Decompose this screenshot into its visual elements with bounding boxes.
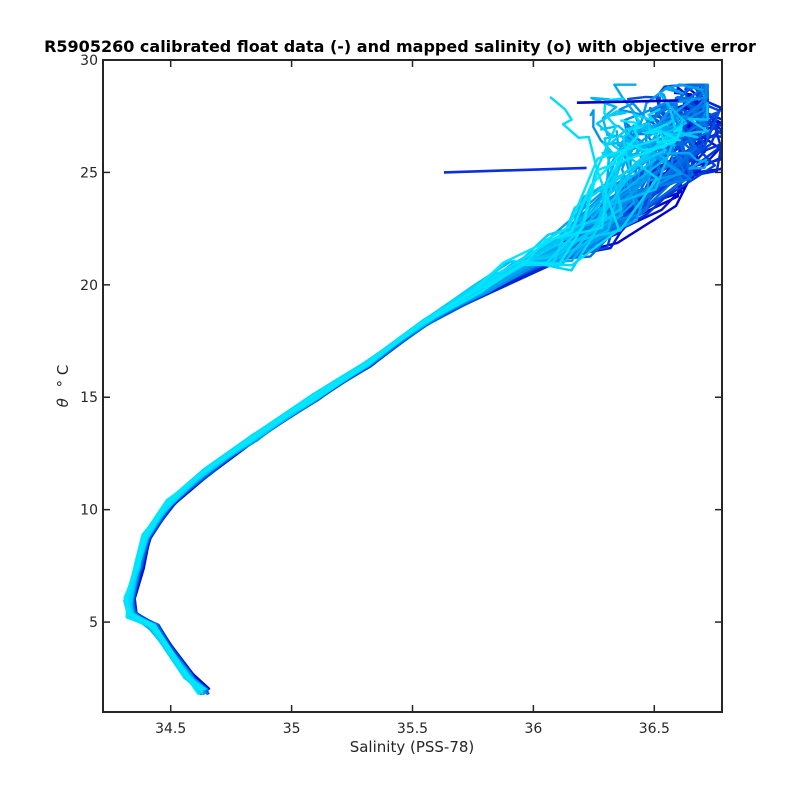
y-tick-label: 15 bbox=[80, 390, 98, 406]
y-axis-label-unit: ° C bbox=[54, 365, 72, 388]
outlier-profile-segment bbox=[576, 99, 679, 105]
x-tick-label: 35.5 bbox=[397, 721, 428, 737]
svg-text:θ ° C: θ ° C bbox=[54, 365, 72, 408]
y-tick-label: 30 bbox=[80, 53, 98, 69]
y-axis-label-symbol: θ bbox=[54, 398, 72, 407]
x-tick-label: 35 bbox=[283, 721, 301, 737]
plot-area bbox=[102, 59, 723, 713]
x-axis-label: Salinity (PSS-78) bbox=[350, 738, 475, 756]
profile-line bbox=[123, 119, 641, 691]
y-axis: 5 10 15 20 25 30 bbox=[80, 53, 722, 631]
y-tick-label: 10 bbox=[80, 503, 98, 519]
chart-title: R5905260 calibrated float data (-) and m… bbox=[44, 37, 756, 56]
x-tick-label: 36.5 bbox=[639, 721, 670, 737]
profiles-layer bbox=[123, 83, 722, 696]
y-tick-label: 5 bbox=[89, 615, 98, 631]
outlier-profile-segment bbox=[443, 166, 587, 174]
x-tick-label: 36 bbox=[524, 721, 542, 737]
y-axis-label: θ ° C bbox=[54, 365, 72, 408]
x-axis: 34.5 35 35.5 36 36.5 bbox=[155, 60, 670, 737]
y-tick-label: 25 bbox=[80, 165, 98, 181]
y-tick-label: 20 bbox=[80, 278, 98, 294]
x-tick-label: 34.5 bbox=[155, 721, 186, 737]
